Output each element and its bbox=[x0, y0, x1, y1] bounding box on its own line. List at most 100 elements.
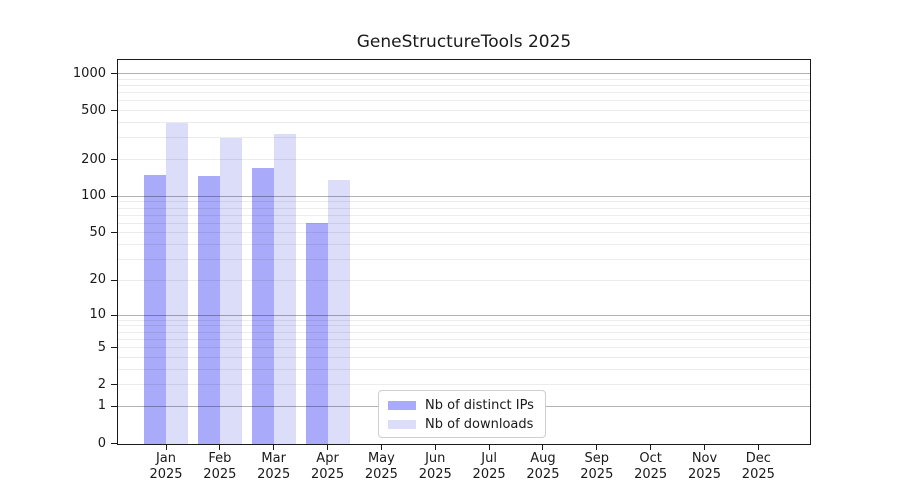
gridline-minor bbox=[118, 384, 810, 386]
x-label-month: Mar bbox=[261, 451, 286, 466]
y-axis-tick-label: 10 bbox=[89, 307, 106, 323]
y-axis-tick bbox=[111, 314, 118, 316]
x-axis-tick-label: Aug 2025 bbox=[513, 451, 573, 482]
legend-swatch-distinct-ips bbox=[388, 401, 416, 410]
x-label-year: 2025 bbox=[364, 466, 398, 482]
y-axis-tick-label: 20 bbox=[89, 272, 106, 288]
gridline-minor bbox=[118, 232, 810, 234]
y-axis-tick-label: 0 bbox=[97, 435, 106, 451]
y-axis-tick-label: 50 bbox=[89, 224, 106, 240]
x-axis-tick bbox=[273, 444, 275, 450]
gridline-minor bbox=[118, 347, 810, 349]
x-label-month: Sep bbox=[584, 451, 610, 466]
x-axis-tick-label: Jul 2025 bbox=[459, 451, 519, 482]
legend: Nb of distinct IPs Nb of downloads bbox=[378, 390, 546, 438]
x-axis-tick bbox=[650, 444, 652, 450]
x-label-month: Aug bbox=[530, 451, 556, 466]
gridline-minor bbox=[118, 84, 810, 86]
y-axis-tick bbox=[111, 195, 118, 197]
y-axis-tick bbox=[111, 405, 118, 407]
x-label-month: Apr bbox=[316, 451, 339, 466]
gridline-minor bbox=[118, 325, 810, 327]
chart-title: GeneStructureTools 2025 bbox=[356, 32, 572, 52]
x-axis-tick-label: Dec 2025 bbox=[728, 451, 788, 482]
x-axis-tick-label: Oct 2025 bbox=[621, 451, 681, 482]
x-axis-tick bbox=[327, 444, 329, 450]
x-axis-tick bbox=[434, 444, 436, 450]
x-axis-tick bbox=[757, 444, 759, 450]
gridline-minor bbox=[118, 100, 810, 102]
gridline-minor bbox=[118, 368, 810, 370]
bar-mar-downloads bbox=[273, 134, 296, 444]
x-label-month: Oct bbox=[639, 451, 662, 466]
x-axis-tick bbox=[380, 444, 382, 450]
bar-jan-downloads bbox=[166, 122, 188, 444]
x-label-month: Jun bbox=[425, 451, 446, 466]
gridline-minor bbox=[118, 214, 810, 216]
x-label-month: Nov bbox=[691, 451, 718, 466]
gridline-minor bbox=[118, 356, 810, 358]
y-axis-tick-label: 2 bbox=[97, 376, 106, 392]
x-axis-tick bbox=[596, 444, 598, 450]
x-axis-tick bbox=[219, 444, 221, 450]
gridline-minor bbox=[118, 110, 810, 112]
x-label-year: 2025 bbox=[418, 466, 452, 482]
gridline-minor bbox=[118, 279, 810, 281]
gridline-major bbox=[118, 195, 810, 197]
x-label-year: 2025 bbox=[257, 466, 291, 482]
x-axis-tick bbox=[488, 444, 490, 450]
gridline-minor bbox=[118, 78, 810, 80]
x-label-year: 2025 bbox=[580, 466, 614, 482]
gridline-minor bbox=[118, 122, 810, 124]
gridline-minor bbox=[118, 259, 810, 261]
x-axis-tick bbox=[165, 444, 167, 450]
gridline-minor bbox=[118, 137, 810, 139]
x-label-year: 2025 bbox=[472, 466, 506, 482]
x-label-year: 2025 bbox=[741, 466, 775, 482]
x-axis-tick-label: Jan 2025 bbox=[136, 451, 196, 482]
gridline-minor bbox=[118, 222, 810, 224]
x-label-year: 2025 bbox=[203, 466, 237, 482]
gridline-minor bbox=[118, 338, 810, 340]
gridline-minor bbox=[118, 159, 810, 160]
bar-feb-distinct-ips bbox=[197, 175, 220, 444]
y-axis-tick-label: 100 bbox=[81, 188, 106, 204]
legend-swatch-downloads bbox=[388, 420, 416, 429]
y-axis-tick bbox=[111, 443, 118, 444]
x-label-year: 2025 bbox=[687, 466, 722, 482]
gridline-major bbox=[118, 314, 810, 316]
legend-item-downloads: Nb of downloads bbox=[388, 415, 536, 434]
x-axis-tick-label: Apr 2025 bbox=[298, 451, 358, 482]
y-axis-tick bbox=[111, 159, 118, 160]
legend-label-downloads: Nb of downloads bbox=[425, 417, 534, 432]
gridline-minor bbox=[118, 244, 810, 246]
legend-item-distinct-ips: Nb of distinct IPs bbox=[388, 396, 536, 415]
x-label-year: 2025 bbox=[311, 466, 345, 482]
y-axis-tick bbox=[111, 347, 118, 349]
y-axis-tick bbox=[111, 110, 118, 112]
y-axis-tick-label: 500 bbox=[81, 102, 106, 118]
y-axis-tick-label: 200 bbox=[81, 151, 106, 167]
gridline-major bbox=[118, 73, 810, 75]
x-label-month: Jan bbox=[155, 451, 177, 466]
x-label-month: Jul bbox=[481, 451, 497, 466]
gridline-minor bbox=[118, 331, 810, 333]
x-axis-tick-label: Nov 2025 bbox=[675, 451, 735, 482]
y-axis-tick bbox=[111, 73, 118, 75]
gridline-minor bbox=[118, 319, 810, 321]
bar-apr-downloads bbox=[327, 180, 350, 444]
y-axis-tick bbox=[111, 384, 118, 386]
x-label-year: 2025 bbox=[149, 466, 183, 482]
bar-mar-distinct-ips bbox=[251, 168, 274, 444]
x-label-month: May bbox=[367, 451, 395, 466]
bar-jan-distinct-ips bbox=[144, 174, 166, 444]
gridline-minor bbox=[118, 201, 810, 203]
x-label-month: Dec bbox=[745, 451, 771, 466]
x-axis-tick bbox=[704, 444, 705, 450]
y-axis-tick bbox=[111, 232, 118, 234]
x-axis-tick bbox=[542, 444, 544, 450]
x-axis-tick-label: Feb 2025 bbox=[190, 451, 250, 482]
bar-apr-distinct-ips bbox=[305, 223, 328, 444]
